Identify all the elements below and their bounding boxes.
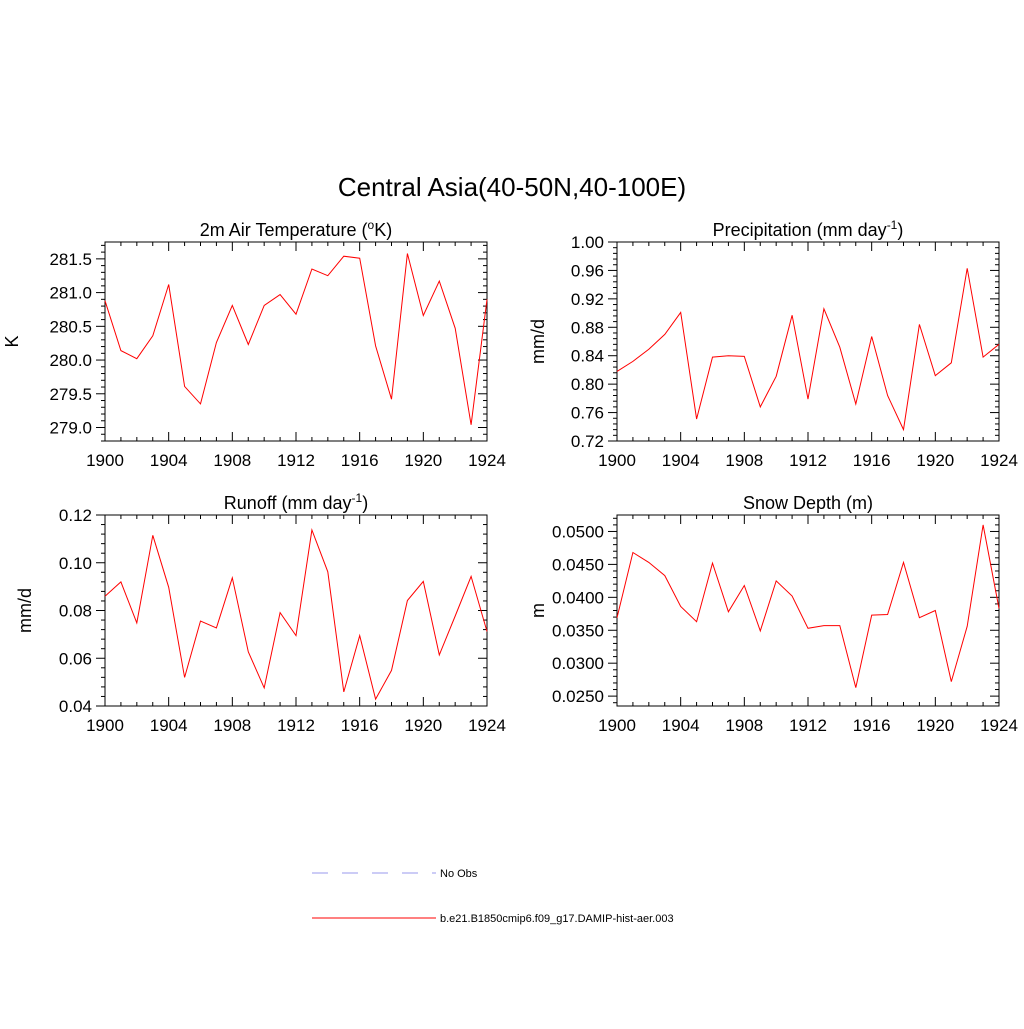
y-tick-label: 0.0300 [552, 654, 604, 673]
plot-frame [616, 241, 1000, 442]
x-tick-label: 1920 [404, 716, 442, 735]
y-tick-label: 0.72 [571, 432, 604, 451]
x-tick-label: 1908 [725, 716, 763, 735]
panel-title-superscript: -1 [352, 491, 363, 505]
x-tick-label: 1904 [150, 451, 188, 470]
x-tick-label: 1908 [213, 451, 251, 470]
x-tick-label: 1900 [598, 451, 636, 470]
y-tick-label: 0.96 [571, 261, 604, 280]
y-axis-label: m [528, 603, 548, 618]
x-tick-label: 1920 [916, 716, 954, 735]
y-tick-label: 0.0400 [552, 588, 604, 607]
panel-title-main: Snow Depth (m) [743, 493, 873, 513]
legend-label-no-obs: No Obs [440, 868, 478, 880]
panel-title-end: ) [362, 493, 368, 513]
panel-title-main: Runoff (mm day [224, 493, 352, 513]
y-axis-label: K [2, 335, 22, 347]
x-tick-label: 1900 [598, 716, 636, 735]
x-tick-label: 1924 [468, 451, 506, 470]
y-tick-label: 0.84 [571, 347, 604, 366]
figure-title: Central Asia(40-50N,40-100E) [338, 172, 686, 202]
x-tick-label: 1916 [341, 716, 379, 735]
series-line [616, 524, 1000, 688]
y-tick-label: 0.92 [571, 290, 604, 309]
x-tick-label: 1908 [725, 451, 763, 470]
panel-title-end: K) [374, 220, 392, 240]
x-tick-label: 1904 [662, 451, 700, 470]
y-tick-label: 279.5 [49, 385, 92, 404]
y-tick-label: 0.80 [571, 375, 604, 394]
x-tick-label: 1916 [853, 716, 891, 735]
x-tick-label: 1912 [277, 716, 315, 735]
series-line [104, 253, 488, 425]
y-tick-label: 0.0450 [552, 555, 604, 574]
x-tick-label: 1904 [150, 716, 188, 735]
x-tick-label: 1900 [86, 716, 124, 735]
x-tick-label: 1920 [916, 451, 954, 470]
panel-title-main: 2m Air Temperature ( [200, 220, 368, 240]
y-tick-label: 0.10 [59, 554, 92, 573]
panel-title: Snow Depth (m) [743, 493, 873, 513]
panel-air-temperature: 2m Air Temperature (oK) 1900 1904 1908 1912 1… [2, 218, 506, 470]
y-axis-label: mm/d [15, 588, 35, 633]
plot-frame [616, 514, 1000, 707]
x-tick-label: 1924 [468, 716, 506, 735]
y-tick-label: 279.0 [49, 419, 92, 438]
panel-title-end: ) [897, 220, 903, 240]
x-tick-label: 1912 [789, 716, 827, 735]
y-tick-label: 280.5 [49, 317, 92, 336]
y-tick-label: 0.0500 [552, 522, 604, 541]
y-tick-label: 0.0350 [552, 621, 604, 640]
y-tick-label: 0.04 [59, 697, 92, 716]
y-tick-label: 0.06 [59, 649, 92, 668]
y-tick-label: 0.0250 [552, 687, 604, 706]
panel-snow-depth: Snow Depth (m) 1900 1904 1908 1912 1916 1920 19… [528, 493, 1018, 735]
panel-title: Runoff (mm day-1) [224, 491, 368, 513]
x-tick-label: 1904 [662, 716, 700, 735]
x-tick-label: 1916 [853, 451, 891, 470]
plot-frame [104, 241, 488, 442]
series-line [616, 268, 1000, 432]
x-tick-label: 1924 [980, 716, 1018, 735]
x-tick-label: 1908 [213, 716, 251, 735]
y-tick-label: 0.76 [571, 404, 604, 423]
y-tick-label: 281.5 [49, 250, 92, 269]
panel-runoff: Runoff (mm day-1) 1900 1904 1908 1912 1916 192… [15, 491, 506, 735]
panels: 2m Air Temperature (oK)1900 1904 1908 1912 1… [2, 218, 1018, 735]
panel-precipitation: Precipitation (mm day-1) 1900 1904 1908 1912… [528, 218, 1018, 470]
x-tick-label: 1924 [980, 451, 1018, 470]
x-tick-label: 1920 [404, 451, 442, 470]
x-tick-label: 1900 [86, 451, 124, 470]
x-tick-label: 1912 [277, 451, 315, 470]
panel-title: Precipitation (mm day-1) [713, 218, 904, 240]
legend-label-model-run: b.e21.B1850cmip6.f09_g17.DAMIP-hist-aer.… [440, 913, 674, 925]
panel-title-superscript: o [368, 218, 375, 232]
panel-title: 2m Air Temperature (oK) [200, 218, 392, 240]
y-tick-label: 1.00 [571, 233, 604, 252]
panel-title-main: Precipitation (mm day [713, 220, 887, 240]
y-axis-label: mm/d [528, 319, 548, 364]
legend: No Obs b.e21.B1850cmip6.f09_g17.DAMIP-hi… [312, 868, 674, 925]
x-tick-label: 1916 [341, 451, 379, 470]
y-tick-label: 0.12 [59, 506, 92, 525]
y-tick-label: 0.88 [571, 318, 604, 337]
x-tick-label: 1912 [789, 451, 827, 470]
y-tick-label: 0.08 [59, 602, 92, 621]
y-tick-label: 280.0 [49, 351, 92, 370]
y-tick-label: 281.0 [49, 284, 92, 303]
series-line [104, 528, 488, 701]
panel-title-superscript: -1 [887, 218, 898, 232]
